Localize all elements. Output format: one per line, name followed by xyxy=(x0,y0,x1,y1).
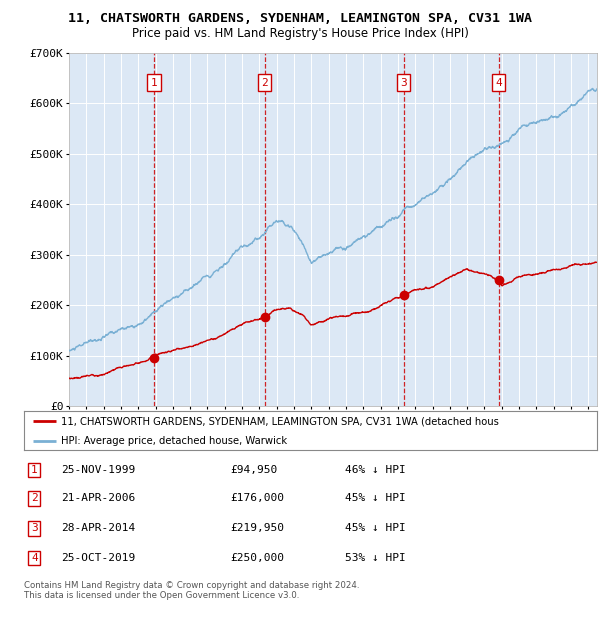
Text: £250,000: £250,000 xyxy=(230,553,284,563)
Text: 11, CHATSWORTH GARDENS, SYDENHAM, LEAMINGTON SPA, CV31 1WA (detached hous: 11, CHATSWORTH GARDENS, SYDENHAM, LEAMIN… xyxy=(61,417,499,427)
Text: 4: 4 xyxy=(31,553,38,563)
Text: £219,950: £219,950 xyxy=(230,523,284,533)
Text: £176,000: £176,000 xyxy=(230,494,284,503)
Text: 45% ↓ HPI: 45% ↓ HPI xyxy=(345,494,406,503)
Text: 4: 4 xyxy=(495,78,502,88)
Text: 11, CHATSWORTH GARDENS, SYDENHAM, LEAMINGTON SPA, CV31 1WA: 11, CHATSWORTH GARDENS, SYDENHAM, LEAMIN… xyxy=(68,12,532,25)
Text: 25-OCT-2019: 25-OCT-2019 xyxy=(61,553,136,563)
Text: 3: 3 xyxy=(31,523,38,533)
Text: 45% ↓ HPI: 45% ↓ HPI xyxy=(345,523,406,533)
Text: Contains HM Land Registry data © Crown copyright and database right 2024.
This d: Contains HM Land Registry data © Crown c… xyxy=(24,581,359,600)
Text: HPI: Average price, detached house, Warwick: HPI: Average price, detached house, Warw… xyxy=(61,436,287,446)
Text: 53% ↓ HPI: 53% ↓ HPI xyxy=(345,553,406,563)
Text: 46% ↓ HPI: 46% ↓ HPI xyxy=(345,465,406,475)
Text: 28-APR-2014: 28-APR-2014 xyxy=(61,523,136,533)
Text: 3: 3 xyxy=(400,78,407,88)
Text: 21-APR-2006: 21-APR-2006 xyxy=(61,494,136,503)
Text: 1: 1 xyxy=(151,78,157,88)
Text: Price paid vs. HM Land Registry's House Price Index (HPI): Price paid vs. HM Land Registry's House … xyxy=(131,27,469,40)
Text: 2: 2 xyxy=(261,78,268,88)
Text: 25-NOV-1999: 25-NOV-1999 xyxy=(61,465,136,475)
Text: 2: 2 xyxy=(31,494,38,503)
Text: £94,950: £94,950 xyxy=(230,465,278,475)
Text: 1: 1 xyxy=(31,465,38,475)
